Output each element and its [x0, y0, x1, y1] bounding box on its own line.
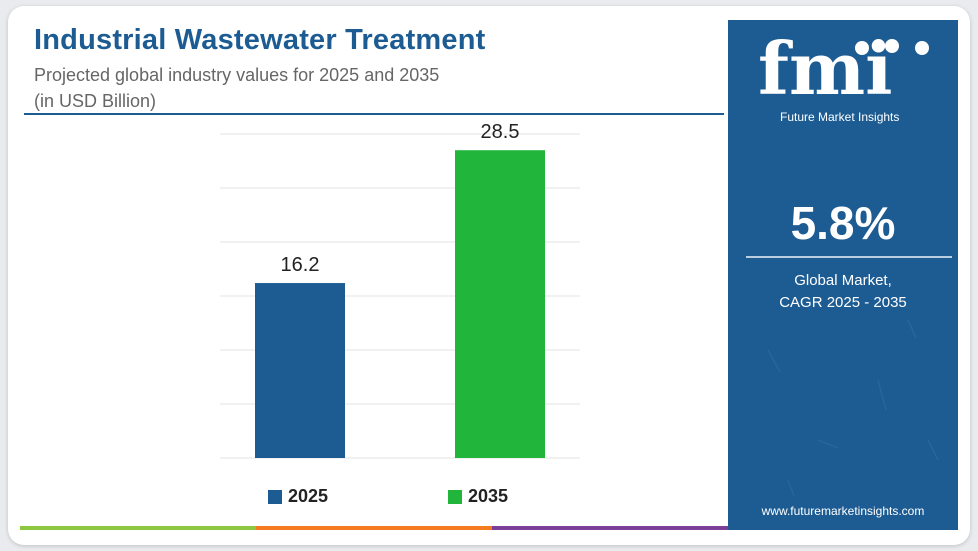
bar-2035 [455, 150, 545, 458]
bar-2025 [255, 283, 345, 458]
logo-figure-icon-2 [885, 39, 899, 53]
bottom-bar-orange-segment [256, 526, 492, 530]
bottom-bar-green-segment [20, 526, 256, 530]
subtitle-line-1: Projected global industry values for 202… [34, 65, 440, 85]
bar-value-label-2035: 28.5 [481, 121, 520, 143]
chart-title: Industrial Wastewater Treatment [34, 24, 486, 56]
chart-subtitle: Projected global industry values for 202… [34, 62, 439, 114]
fmi-logo-text: fmi [758, 28, 893, 108]
legend-item-2035: 2035 [448, 486, 508, 507]
cagr-panel: fmi Future Market Insights 5.8% Global M… [728, 20, 958, 530]
cagr-value: 5.8% [790, 197, 896, 249]
cagr-label: Global Market, CAGR 2025 - 2035 [728, 270, 958, 314]
panel-divider [746, 256, 952, 258]
legend-item-2025: 2025 [268, 486, 328, 507]
website-url: www.futuremarketinsights.com [761, 504, 925, 518]
panel-texture [767, 319, 939, 497]
fmi-logo-mark: fmi [758, 26, 929, 111]
infographic-card: Industrial Wastewater Treatment Projecte… [8, 6, 970, 545]
chart-legend: 2025 2035 [268, 486, 568, 510]
title-divider [24, 113, 724, 115]
bar-value-label-2025: 16.2 [281, 254, 320, 276]
subtitle-line-2: (in USD Billion) [34, 91, 157, 111]
bottom-bar-purple-segment [492, 526, 728, 530]
logo-figure-icon-3 [915, 41, 929, 55]
logo-figure-icon-1 [855, 41, 869, 55]
legend-label-2025: 2025 [288, 486, 329, 506]
bottom-color-bar [20, 526, 728, 530]
legend-swatch-2035 [448, 489, 462, 504]
bar-chart: 16.2 28.5 [220, 121, 580, 459]
cagr-label-line-1: Global Market, [794, 272, 892, 289]
fmi-logo: fmi Future Market Insights [746, 26, 946, 124]
brand-name: Future Market Insights [780, 110, 900, 124]
cagr-label-line-2: CAGR 2025 - 2035 [779, 294, 907, 311]
legend-label-2035: 2035 [468, 486, 509, 506]
legend-swatch-2025 [268, 489, 282, 504]
